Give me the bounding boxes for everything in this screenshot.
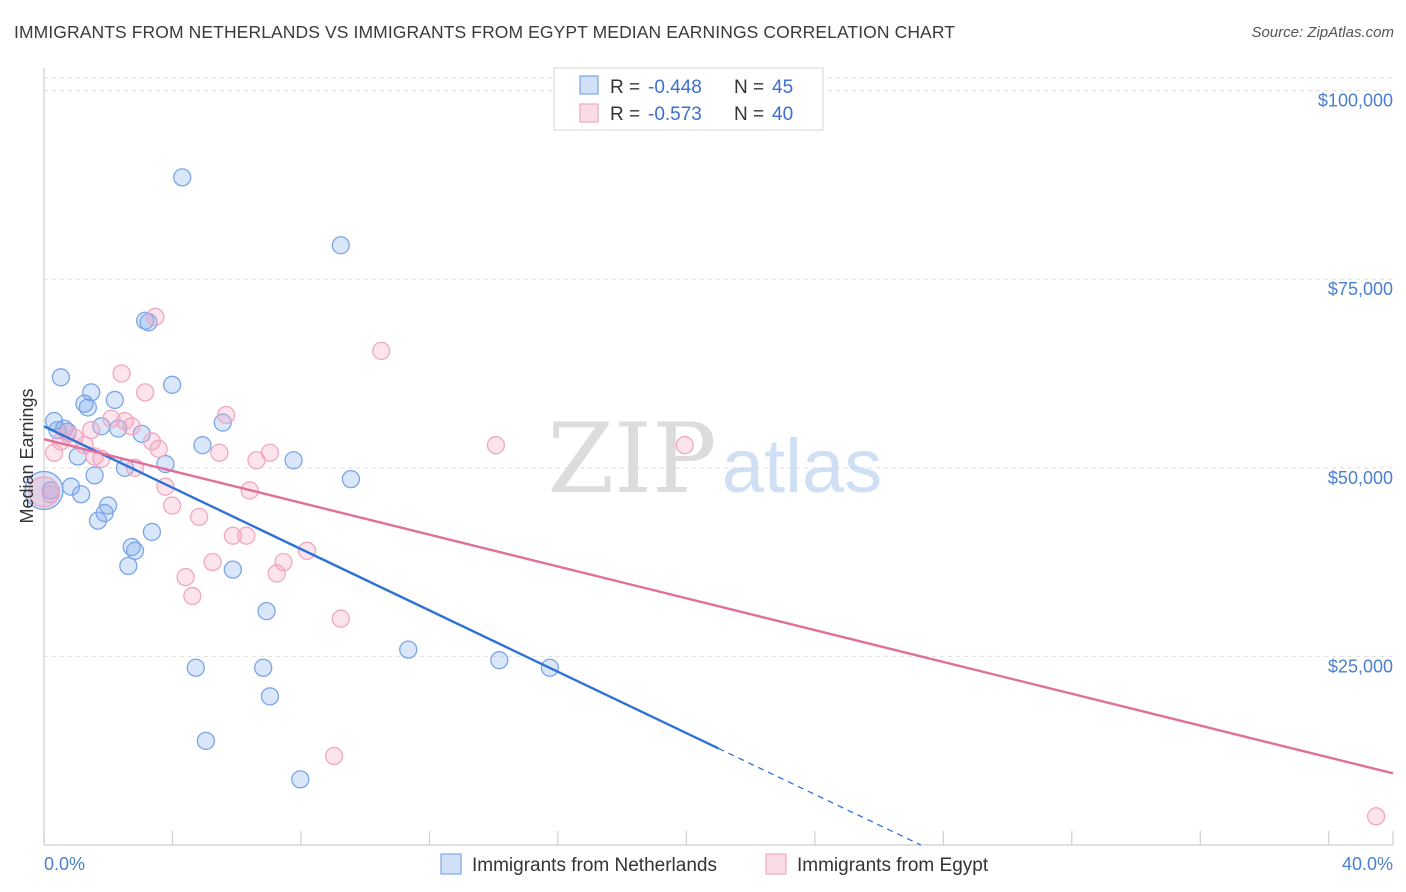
legend: Immigrants from Netherlands Immigrants f… <box>440 853 989 876</box>
egypt-trend-line <box>43 437 1394 775</box>
egypt-point-12 <box>122 417 141 436</box>
egypt-point-1 <box>44 443 64 462</box>
netherlands-point-11 <box>82 383 101 402</box>
egypt-point-39 <box>1366 807 1386 826</box>
watermark-atlas: atlas <box>722 424 883 509</box>
netherlands-point-31 <box>193 436 212 455</box>
egypt-point-33 <box>331 609 350 628</box>
y-tick-labels: $25,000 $50,000 $75,000 $100,000 <box>1318 91 1393 677</box>
stats-n-label-egypt: N = <box>734 104 764 125</box>
netherlands-point-17 <box>105 390 124 410</box>
netherlands-point-34 <box>223 560 243 579</box>
egypt-point-23 <box>210 443 229 462</box>
netherlands-point-16 <box>98 496 118 515</box>
watermark-zip: ZIP <box>547 403 716 515</box>
netherlands-point-30 <box>186 658 205 677</box>
egypt-point-10 <box>112 364 131 383</box>
egypt-point-9 <box>102 409 121 428</box>
egypt-point-30 <box>267 564 286 583</box>
legend-swatch-netherlands <box>440 853 462 875</box>
netherlands-point-42 <box>399 640 418 659</box>
egypt-cluster-point <box>28 476 60 508</box>
stats-swatch-egypt <box>579 103 599 123</box>
x-tick-label-1: 40.0% <box>1342 854 1393 874</box>
chart-title: IMMIGRANTS FROM NETHERLANDS VS IMMIGRANT… <box>14 22 956 42</box>
netherlands-point-37 <box>260 687 280 706</box>
netherlands-point-3 <box>51 368 71 387</box>
netherlands-point-38 <box>284 451 303 470</box>
egypt-point-35 <box>146 307 165 327</box>
netherlands-point-20 <box>119 556 138 576</box>
stats-r-label-netherlands: R = <box>610 77 640 98</box>
netherlands-point-40 <box>331 236 350 255</box>
netherlands-trend-line <box>43 425 720 750</box>
x-tick-marks <box>43 831 1394 845</box>
stats-r-value-netherlands: -0.448 <box>648 77 702 98</box>
egypt-point-29 <box>260 443 280 462</box>
egypt-point-21 <box>189 507 209 526</box>
egypt-point-16 <box>149 439 168 459</box>
netherlands-point-41 <box>341 469 361 489</box>
egypt-point-15 <box>142 432 162 451</box>
egypt-point-26 <box>237 526 256 545</box>
netherlands-point-29 <box>173 168 192 187</box>
netherlands-point-28 <box>163 375 182 394</box>
netherlands-point-23 <box>132 424 151 444</box>
egypt-point-14 <box>136 383 155 402</box>
netherlands-point-8 <box>71 485 91 504</box>
stats-n-value-egypt: 40 <box>772 104 793 125</box>
legend-label-egypt: Immigrants from Egypt <box>797 855 989 876</box>
netherlands-point-10 <box>78 398 97 417</box>
y-tick-label-0: $25,000 <box>1328 656 1393 676</box>
netherlands-point-36 <box>257 601 276 621</box>
egypt-point-19 <box>176 568 195 587</box>
stats-r-label-egypt: R = <box>610 104 640 125</box>
y-tick-label-2: $75,000 <box>1328 279 1393 299</box>
netherlands-point-43 <box>490 651 509 670</box>
netherlands-point-26 <box>142 522 162 542</box>
x-tick-labels: 0.0% 40.0% <box>44 854 1393 874</box>
egypt-point-34 <box>324 746 344 766</box>
watermark: ZIP atlas <box>547 403 882 515</box>
y-tick-label-3: $100,000 <box>1318 91 1393 111</box>
egypt-point-22 <box>203 552 222 572</box>
netherlands-point-12 <box>85 466 104 485</box>
egypt-point-20 <box>183 586 202 606</box>
stats-box: R = -0.448 N = 45 R = -0.573 N = 40 <box>553 67 824 131</box>
y-axis-label: Median Earnings <box>17 388 37 523</box>
legend-label-netherlands: Immigrants from Netherlands <box>472 855 717 876</box>
gridlines <box>44 77 1393 657</box>
egypt-point-25 <box>223 526 243 545</box>
stats-swatch-netherlands <box>579 75 599 95</box>
egypt-point-37 <box>486 436 506 455</box>
egypt-point-6 <box>82 420 101 440</box>
netherlands-point-32 <box>196 731 216 751</box>
y-tick-label-1: $50,000 <box>1328 468 1393 488</box>
axes <box>43 68 1393 846</box>
stats-r-value-egypt: -0.573 <box>648 104 702 125</box>
netherlands-point-18 <box>109 419 128 438</box>
egypt-point-24 <box>216 405 236 425</box>
stats-n-value-netherlands: 45 <box>772 77 793 98</box>
x-tick-label-0: 0.0% <box>44 854 85 874</box>
egypt-point-18 <box>163 496 182 515</box>
netherlands-point-13 <box>88 511 108 530</box>
egypt-point-31 <box>274 552 293 572</box>
netherlands-trend-extension <box>718 747 922 846</box>
netherlands-point-35 <box>254 658 273 677</box>
egypt-point-36 <box>372 341 391 361</box>
egypt-point-38 <box>675 436 694 455</box>
chart-source: Source: ZipAtlas.com <box>1251 24 1394 41</box>
legend-swatch-egypt <box>765 853 787 875</box>
netherlands-point-39 <box>291 770 310 789</box>
trend-lines <box>43 425 1394 846</box>
stats-n-label-netherlands: N = <box>734 77 764 98</box>
netherlands-point-22 <box>125 541 145 560</box>
